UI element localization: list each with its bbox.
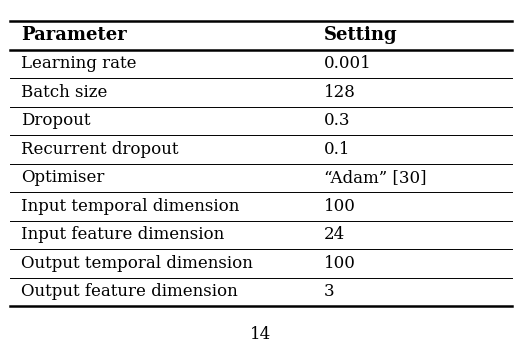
Text: Recurrent dropout: Recurrent dropout — [21, 141, 179, 158]
Text: 100: 100 — [324, 255, 355, 272]
Text: 3: 3 — [324, 283, 334, 301]
Text: 100: 100 — [324, 198, 355, 215]
Text: 128: 128 — [324, 84, 355, 101]
Text: Dropout: Dropout — [21, 112, 90, 130]
Text: Setting: Setting — [324, 26, 397, 44]
Text: Output feature dimension: Output feature dimension — [21, 283, 238, 301]
Text: 0.001: 0.001 — [324, 55, 371, 73]
Text: Input feature dimension: Input feature dimension — [21, 226, 224, 244]
Text: Optimiser: Optimiser — [21, 169, 104, 187]
Text: 0.1: 0.1 — [324, 141, 350, 158]
Text: Parameter: Parameter — [21, 26, 127, 44]
Text: “Adam” [30]: “Adam” [30] — [324, 169, 426, 187]
Text: Output temporal dimension: Output temporal dimension — [21, 255, 253, 272]
Text: Input temporal dimension: Input temporal dimension — [21, 198, 239, 215]
Text: Batch size: Batch size — [21, 84, 107, 101]
Text: 14: 14 — [251, 326, 271, 343]
Text: 0.3: 0.3 — [324, 112, 350, 130]
Text: 24: 24 — [324, 226, 345, 244]
Text: Learning rate: Learning rate — [21, 55, 136, 73]
